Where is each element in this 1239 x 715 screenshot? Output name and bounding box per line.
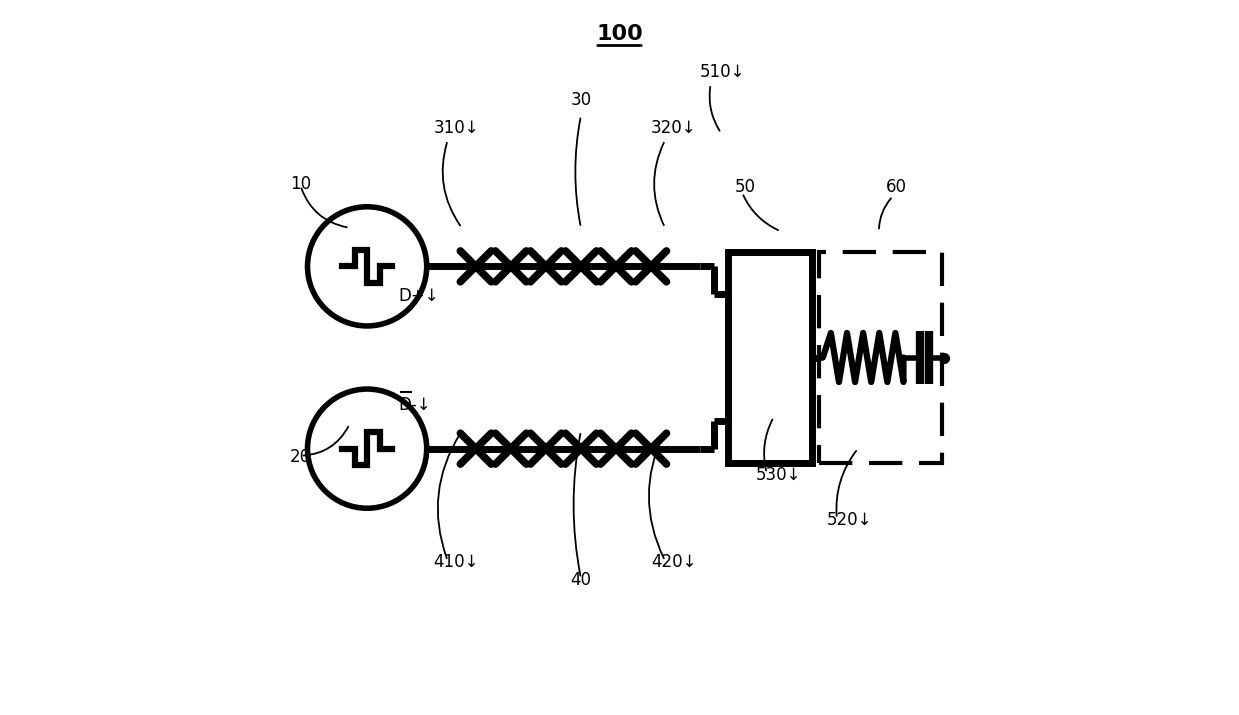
Text: D+↓: D+↓ (399, 287, 440, 305)
Text: D-↓: D-↓ (399, 395, 431, 413)
Text: 420↓: 420↓ (650, 553, 696, 571)
Text: 20: 20 (290, 448, 311, 466)
Text: 30: 30 (570, 91, 591, 109)
Bar (729, 252, 813, 463)
Bar (819, 252, 942, 463)
Text: 320↓: 320↓ (650, 119, 696, 137)
Text: 50: 50 (735, 178, 756, 196)
Text: 100: 100 (596, 24, 643, 44)
Text: 530↓: 530↓ (756, 465, 802, 484)
Text: 60: 60 (886, 178, 907, 196)
Text: 410↓: 410↓ (434, 553, 479, 571)
Text: 40: 40 (570, 571, 591, 589)
Text: 310↓: 310↓ (434, 119, 479, 137)
Text: 10: 10 (290, 174, 311, 193)
Text: 510↓: 510↓ (700, 62, 746, 81)
Text: 520↓: 520↓ (826, 511, 872, 529)
